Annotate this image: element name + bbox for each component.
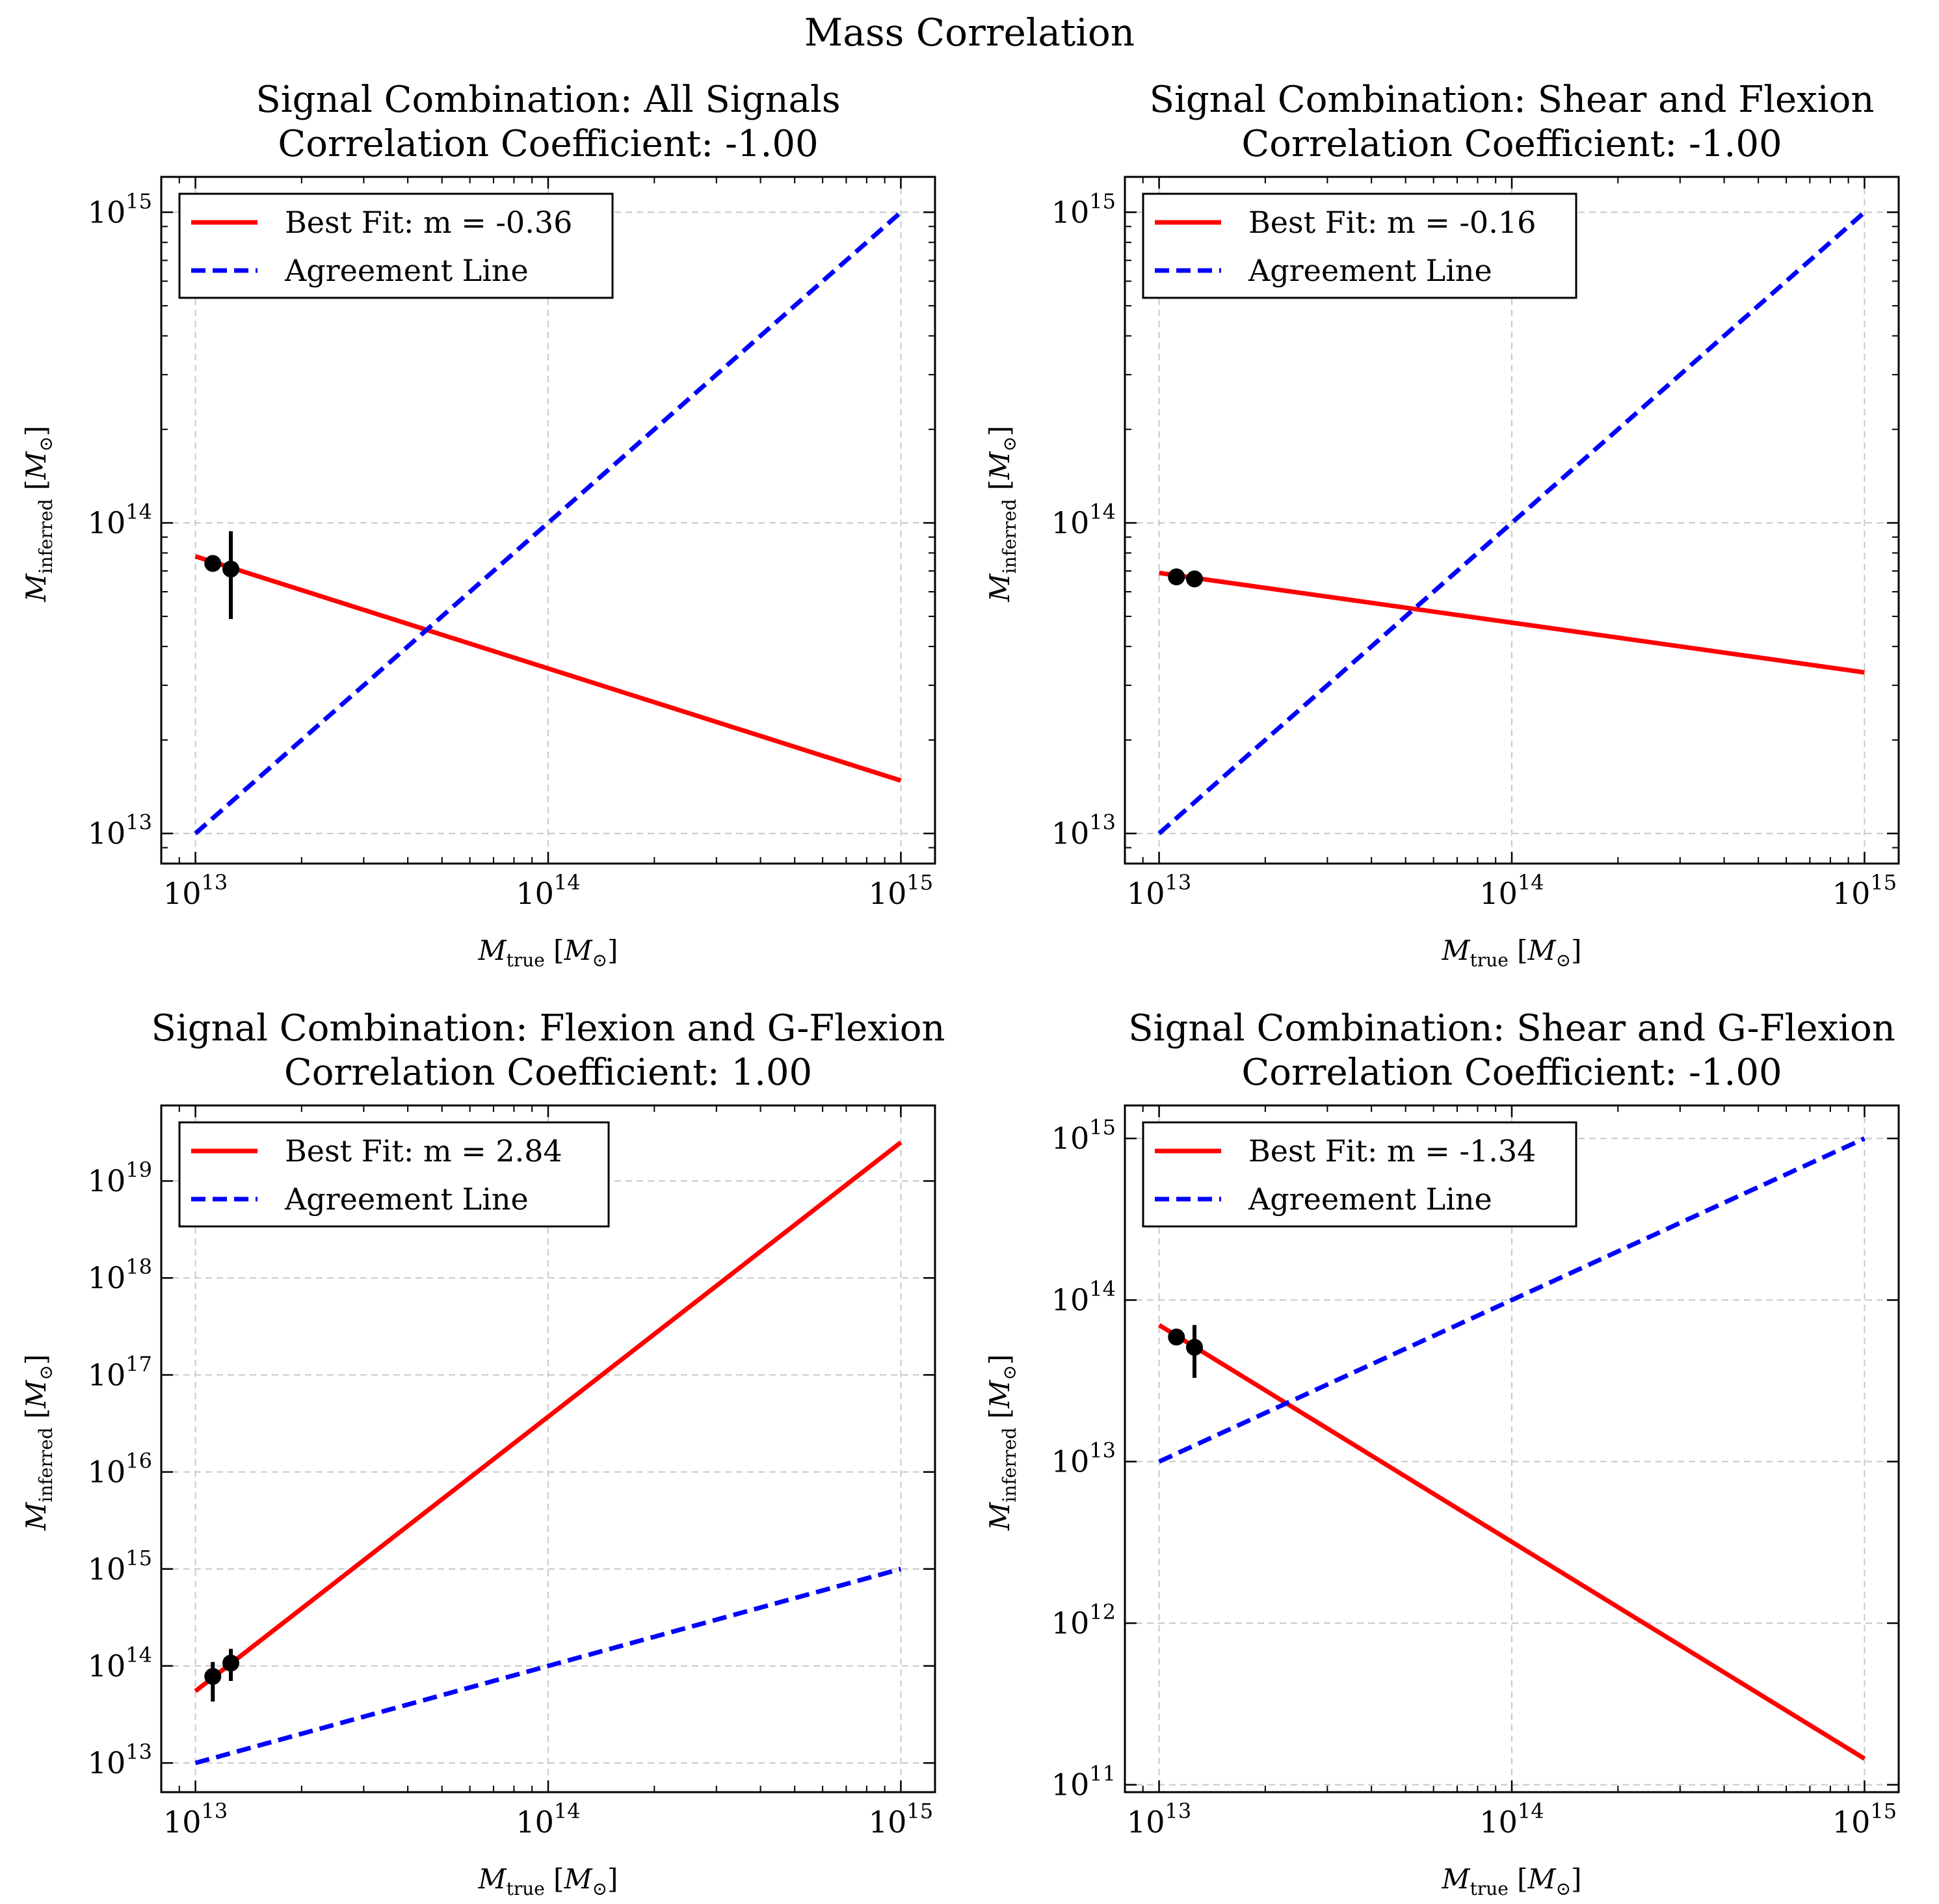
y-tick-label: 1011	[1051, 1762, 1116, 1803]
y-tick-label: 1015	[1051, 1115, 1116, 1156]
legend-frame	[1142, 1121, 1577, 1228]
x-axis-label: Mtrue [M⊙]	[478, 1863, 618, 1899]
data-point	[204, 1668, 222, 1686]
data-point	[1168, 568, 1185, 586]
y-axis-label: Minferred [M⊙]	[984, 426, 1020, 603]
agreement-line	[194, 1567, 902, 1765]
subplot-1: Signal Combination: All SignalsCorrelati…	[20, 79, 936, 971]
subplot-title-line1: Signal Combination: Flexion and G-Flexio…	[152, 1007, 945, 1050]
y-tick-label: 1017	[88, 1351, 152, 1392]
legend-label-best-fit: Best Fit: m = 2.84	[285, 1133, 562, 1169]
x-axis-label: Mtrue [M⊙]	[1442, 934, 1582, 971]
y-tick-label: 1014	[1051, 499, 1116, 540]
y-tick-label: 1015	[88, 189, 152, 230]
y-tick-label: 1015	[88, 1546, 152, 1587]
legend-label-agreement: Agreement Line	[1248, 253, 1492, 288]
plot-area	[194, 1140, 903, 1765]
legend: Best Fit: m = -0.16 Agreement Line	[1142, 192, 1577, 299]
x-tick-label: 1015	[1832, 870, 1897, 911]
y-tick-label: 1013	[88, 810, 152, 851]
x-tick-label: 1015	[869, 870, 933, 911]
x-axis-label: Mtrue [M⊙]	[478, 934, 618, 971]
data-point	[1186, 1338, 1204, 1356]
legend-frame	[178, 1121, 610, 1228]
agreement-line	[194, 210, 903, 836]
legend: Best Fit: m = -1.34 Agreement Line	[1142, 1121, 1577, 1228]
x-tick-label: 1013	[1127, 870, 1191, 911]
x-tick-label: 1014	[516, 1799, 580, 1840]
y-axis-label: Minferred [M⊙]	[20, 1355, 57, 1531]
y-tick-label: 1019	[88, 1157, 152, 1198]
legend-label-best-fit: Best Fit: m = -0.16	[1248, 205, 1536, 240]
legend-label-agreement: Agreement Line	[1248, 1182, 1492, 1217]
agreement-line	[1157, 210, 1866, 836]
x-tick-label: 1014	[1479, 1799, 1544, 1840]
axes-frame	[1124, 1104, 1900, 1793]
y-tick-label: 1014	[1051, 1276, 1116, 1317]
y-axis-label: Minferred [M⊙]	[20, 426, 57, 603]
plot-area	[194, 210, 903, 836]
legend-frame	[178, 192, 614, 299]
subplot-title-line2: Correlation Coefficient: -1.00	[278, 123, 818, 165]
axes-frame	[160, 1104, 936, 1793]
axes-frame	[1124, 176, 1900, 865]
figure-suptitle: Mass Correlation	[804, 10, 1135, 55]
x-tick-label: 1013	[1127, 1799, 1191, 1840]
y-tick-label: 1013	[1051, 1438, 1116, 1479]
y-tick-label: 1016	[88, 1449, 152, 1490]
subplot-3: Signal Combination: Flexion and G-Flexio…	[20, 1007, 945, 1899]
legend-frame	[1142, 192, 1577, 299]
data-point	[1168, 1329, 1185, 1346]
x-tick-label: 1015	[869, 1799, 933, 1840]
best-fit-line	[194, 554, 902, 783]
legend-label-agreement: Agreement Line	[284, 253, 529, 288]
axes-frame	[160, 176, 936, 865]
y-tick-label: 1018	[88, 1254, 152, 1295]
plot-area	[1157, 210, 1866, 836]
agreement-line	[1158, 1136, 1866, 1464]
y-tick-label: 1014	[88, 499, 152, 540]
subplot-title-line1: Signal Combination: All Signals	[256, 79, 840, 121]
subplot-title-line1: Signal Combination: Shear and Flexion	[1150, 79, 1875, 121]
y-tick-label: 1015	[1051, 189, 1116, 230]
data-point	[222, 561, 240, 578]
data-point	[204, 555, 222, 572]
data-point	[222, 1654, 240, 1672]
y-tick-label: 1013	[1051, 810, 1116, 851]
x-tick-label: 1013	[163, 1799, 228, 1840]
y-tick-label: 1013	[88, 1739, 152, 1780]
subplot-4: Signal Combination: Shear and G-FlexionC…	[984, 1007, 1900, 1899]
data-point	[1186, 570, 1204, 588]
legend: Best Fit: m = 2.84 Agreement Line	[178, 1121, 610, 1228]
best-fit-line	[194, 1140, 903, 1693]
x-tick-label: 1013	[163, 870, 228, 911]
x-tick-label: 1014	[516, 870, 580, 911]
legend-label-agreement: Agreement Line	[284, 1182, 529, 1217]
legend: Best Fit: m = -0.36 Agreement Line	[178, 192, 614, 299]
best-fit-line	[1157, 1323, 1866, 1761]
y-axis-label: Minferred [M⊙]	[984, 1355, 1020, 1531]
legend-label-best-fit: Best Fit: m = -0.36	[285, 205, 572, 240]
subplot-2: Signal Combination: Shear and FlexionCor…	[984, 79, 1900, 971]
x-tick-label: 1015	[1832, 1799, 1897, 1840]
x-axis-label: Mtrue [M⊙]	[1442, 1863, 1582, 1899]
subplot-title-line2: Correlation Coefficient: 1.00	[284, 1051, 812, 1094]
subplot-title-line1: Signal Combination: Shear and G-Flexion	[1128, 1007, 1895, 1050]
y-tick-label: 1012	[1051, 1600, 1116, 1641]
plot-area	[1157, 1136, 1866, 1761]
subplot-title-line2: Correlation Coefficient: -1.00	[1241, 123, 1782, 165]
best-fit-line	[1159, 570, 1865, 675]
subplot-grid: Signal Combination: All SignalsCorrelati…	[20, 79, 1900, 1899]
y-tick-label: 1014	[88, 1643, 152, 1684]
x-tick-label: 1014	[1479, 870, 1544, 911]
legend-label-best-fit: Best Fit: m = -1.34	[1248, 1133, 1536, 1169]
subplot-title-line2: Correlation Coefficient: -1.00	[1241, 1051, 1782, 1094]
